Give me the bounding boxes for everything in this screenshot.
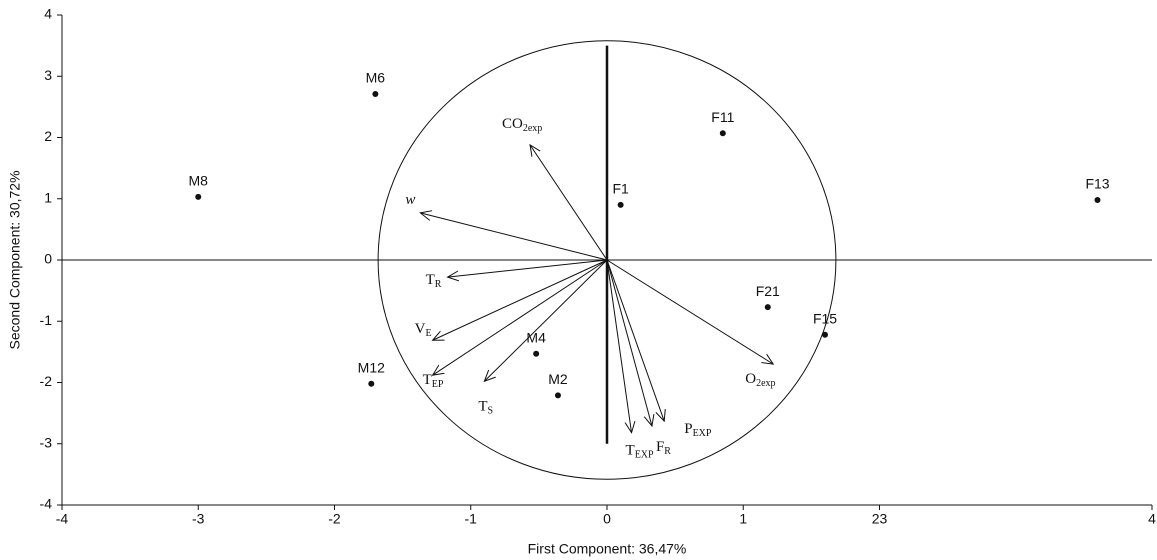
point-label: M12 <box>358 359 385 375</box>
loading-label-sub: E <box>425 329 431 340</box>
y-tick-label: -2 <box>40 373 53 389</box>
loading-label-sub: R <box>664 446 671 457</box>
point-label: F11 <box>711 109 734 125</box>
loading-label-base: V <box>415 322 426 338</box>
point-label: F15 <box>813 310 837 326</box>
x-tick-label: 0 <box>603 511 611 527</box>
loading-arrow <box>530 145 608 261</box>
y-tick-label: 0 <box>44 251 52 267</box>
loading-label-base: F <box>656 439 664 455</box>
score-point <box>1094 196 1101 203</box>
point-label: M2 <box>548 371 568 387</box>
score-point <box>368 380 375 387</box>
correlation-circle <box>377 40 837 480</box>
score-point <box>822 331 828 338</box>
loading-label: TR <box>426 273 442 291</box>
score-point <box>372 91 379 98</box>
x-tick-label: -2 <box>328 511 341 527</box>
loading-label-sub: EP <box>432 379 444 390</box>
score-point <box>764 304 771 311</box>
loading-label-sub: EXP <box>635 450 654 461</box>
loading-arrow <box>484 259 608 381</box>
point-label: F21 <box>756 283 780 299</box>
x-tick-label: -1 <box>465 511 478 527</box>
y-axis-title: Second Component: 30,72% <box>7 170 23 349</box>
y-tick-label: 4 <box>44 6 52 22</box>
point-label: F13 <box>1085 176 1109 192</box>
y-tick-label: 3 <box>44 67 52 83</box>
loading-label-base: w <box>405 192 415 208</box>
score-point <box>533 350 540 357</box>
x-tick-label: -3 <box>192 511 205 527</box>
loading-label-base: T <box>423 373 432 389</box>
score-point <box>554 392 561 399</box>
loading-label-sub: 2exp <box>523 123 542 134</box>
x-tick-label: -4 <box>56 511 69 527</box>
loading-label: w <box>405 192 415 208</box>
point-label: F1 <box>612 181 629 197</box>
loading-label: FR <box>656 439 671 457</box>
y-tick-label: 2 <box>44 128 52 144</box>
x-axis-title: First Component: 36,47% <box>528 541 687 557</box>
loading-label: VE <box>415 322 432 340</box>
loading-arrow <box>448 259 608 277</box>
loading-label-sub: EXP <box>693 428 712 439</box>
loading-arrow <box>606 259 652 426</box>
x-tick-label: 1 <box>739 511 747 527</box>
score-point <box>195 193 202 200</box>
loading-label-base: P <box>684 422 692 438</box>
y-tick-label: -3 <box>40 434 53 450</box>
loading-label-sub: S <box>488 406 494 417</box>
loading-arrow <box>433 259 608 375</box>
loading-label: TEXP <box>626 443 655 461</box>
loading-label: CO2exp <box>502 116 542 134</box>
loading-arrow <box>606 259 632 433</box>
y-tick-label: -1 <box>40 312 53 328</box>
y-tick-label: 1 <box>44 189 52 205</box>
loading-label: TEP <box>423 373 444 391</box>
loading-label: PEXP <box>684 422 712 440</box>
score-point <box>617 201 624 208</box>
loading-label-base: T <box>426 273 435 289</box>
y-tick-label: -4 <box>40 496 53 512</box>
loading-label-sub: R <box>435 279 442 290</box>
loading-arrow <box>420 213 608 261</box>
point-label: M4 <box>526 329 546 345</box>
loading-arrow <box>433 259 608 340</box>
loading-label-base: T <box>626 443 635 459</box>
x-tick-label: 4 <box>1148 511 1156 527</box>
loading-label-base: O <box>745 372 756 388</box>
loading-label-sub: 2exp <box>756 378 775 389</box>
x-tick-label: 23 <box>872 511 888 527</box>
loading-arrow <box>606 259 664 421</box>
loading-label: TS <box>478 399 493 417</box>
loading-label: O2exp <box>745 372 775 390</box>
loading-label-base: T <box>478 399 487 415</box>
score-point <box>719 130 726 137</box>
loading-label-base: CO <box>502 116 523 132</box>
point-label: M6 <box>366 70 386 86</box>
point-label: M8 <box>189 173 209 189</box>
loading-arrow <box>606 259 773 364</box>
